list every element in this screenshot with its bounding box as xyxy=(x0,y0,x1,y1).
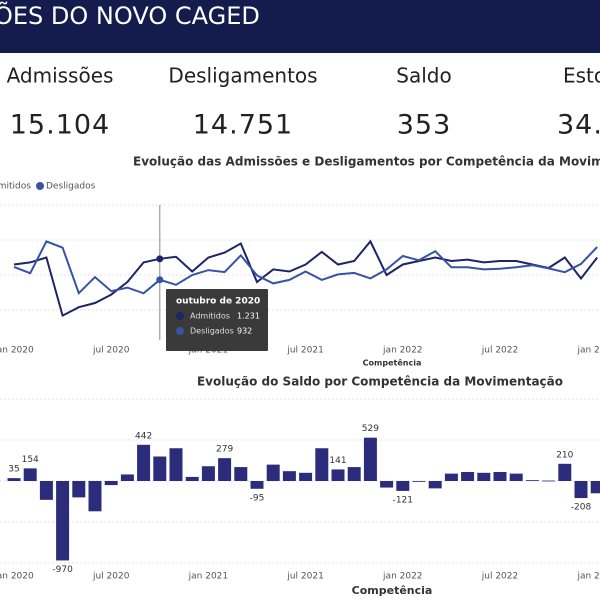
x-tick-label: jul 2021 xyxy=(286,572,323,582)
bar xyxy=(525,480,539,481)
bar xyxy=(250,481,264,489)
x-tick-label: jul 2020 xyxy=(92,572,130,582)
data-label: 141 xyxy=(329,456,346,466)
bar xyxy=(299,472,313,481)
x-tick-label: jan 2022 xyxy=(382,572,423,582)
bar xyxy=(266,464,280,481)
x-tick-label: jan 2021 xyxy=(188,572,229,582)
x-tick-label: jul 2022 xyxy=(481,346,518,356)
data-label: 279 xyxy=(216,445,233,455)
bar xyxy=(137,444,151,481)
bar xyxy=(201,466,215,481)
tooltip-box xyxy=(166,289,268,351)
bar xyxy=(39,481,53,500)
header-title: ÕES DO NOVO CAGED xyxy=(0,0,260,30)
tooltip-value: 1.231 xyxy=(237,312,260,321)
legend-label: Desligados xyxy=(46,182,96,192)
bar xyxy=(461,471,475,481)
x-tick-label: jan 2022 xyxy=(382,346,423,356)
data-label: 442 xyxy=(135,431,152,441)
bar xyxy=(509,473,523,481)
data-label: -970 xyxy=(52,565,73,575)
x-tick-label: jan 2020 xyxy=(0,572,34,582)
legend-label: Admitidos xyxy=(0,182,31,192)
bar xyxy=(331,469,345,481)
kpi-value: 353 xyxy=(397,110,452,141)
bar xyxy=(120,474,134,481)
bar xyxy=(218,458,232,481)
tooltip-value: 932 xyxy=(237,327,252,336)
kpi-label: Admissões xyxy=(7,64,114,88)
bar xyxy=(315,448,329,481)
bar xyxy=(380,481,394,488)
tooltip-swatch xyxy=(176,327,184,335)
kpi-label: Desligamentos xyxy=(168,64,317,88)
tooltip-label: Desligados xyxy=(190,327,234,336)
kpi-value: 34. xyxy=(557,110,600,141)
bar xyxy=(574,481,588,499)
hover-point xyxy=(156,255,164,263)
bar xyxy=(282,471,296,481)
x-tick-label: jul 2022 xyxy=(481,572,518,582)
line xyxy=(13,240,598,296)
x-tick-label: jul 2021 xyxy=(286,346,323,356)
chart-title: Evolução das Admissões e Desligamentos p… xyxy=(133,155,600,169)
bar xyxy=(558,463,572,481)
data-label: -121 xyxy=(393,495,413,505)
hover-point xyxy=(156,276,164,284)
bar xyxy=(169,448,183,481)
bar xyxy=(396,481,410,491)
bar xyxy=(444,473,458,481)
bar xyxy=(542,480,556,482)
x-axis-title: Competência xyxy=(363,358,422,368)
kpi-label: Saldo xyxy=(396,64,451,88)
kpi-value: 15.104 xyxy=(10,110,110,141)
x-tick-label: jan 2023 xyxy=(576,346,600,356)
data-label: 210 xyxy=(556,450,573,460)
tooltip-swatch xyxy=(176,312,184,320)
line xyxy=(13,239,598,318)
x-axis-title: Competência xyxy=(352,584,433,597)
bar xyxy=(72,481,86,498)
bar xyxy=(88,481,102,512)
bar xyxy=(153,456,167,481)
chart-title: Evolução do Saldo por Competência da Mov… xyxy=(197,375,563,389)
bar xyxy=(104,481,118,486)
kpi-label: Esto xyxy=(563,64,600,88)
legend-swatch xyxy=(36,182,44,190)
bar xyxy=(477,472,491,481)
tooltip-label: Admitidos xyxy=(190,312,230,321)
bar xyxy=(7,478,21,481)
x-tick-label: jul 2020 xyxy=(92,346,130,356)
header-bar xyxy=(0,0,600,53)
bar xyxy=(590,481,600,494)
bar xyxy=(234,467,248,481)
data-label: 35 xyxy=(8,465,19,475)
bar xyxy=(412,481,426,482)
bar xyxy=(56,481,70,561)
bar xyxy=(185,476,199,481)
data-label: 529 xyxy=(362,424,379,434)
bar xyxy=(428,481,442,489)
x-tick-label: jan 2020 xyxy=(0,346,34,356)
bar xyxy=(23,468,37,481)
data-label: -208 xyxy=(571,503,592,513)
plots: jan 2020 jul 2020 jan 2021 jul 2021 jan 2022… xyxy=(0,182,600,582)
tooltip-title: outubro de 2020 xyxy=(176,297,260,307)
bar xyxy=(363,437,377,481)
bar xyxy=(493,471,507,481)
bar xyxy=(347,467,361,481)
data-label: -95 xyxy=(250,493,265,503)
kpi-value: 14.751 xyxy=(193,110,293,141)
x-tick-label: jan 2023 xyxy=(576,572,600,582)
data-label: 154 xyxy=(22,455,39,465)
